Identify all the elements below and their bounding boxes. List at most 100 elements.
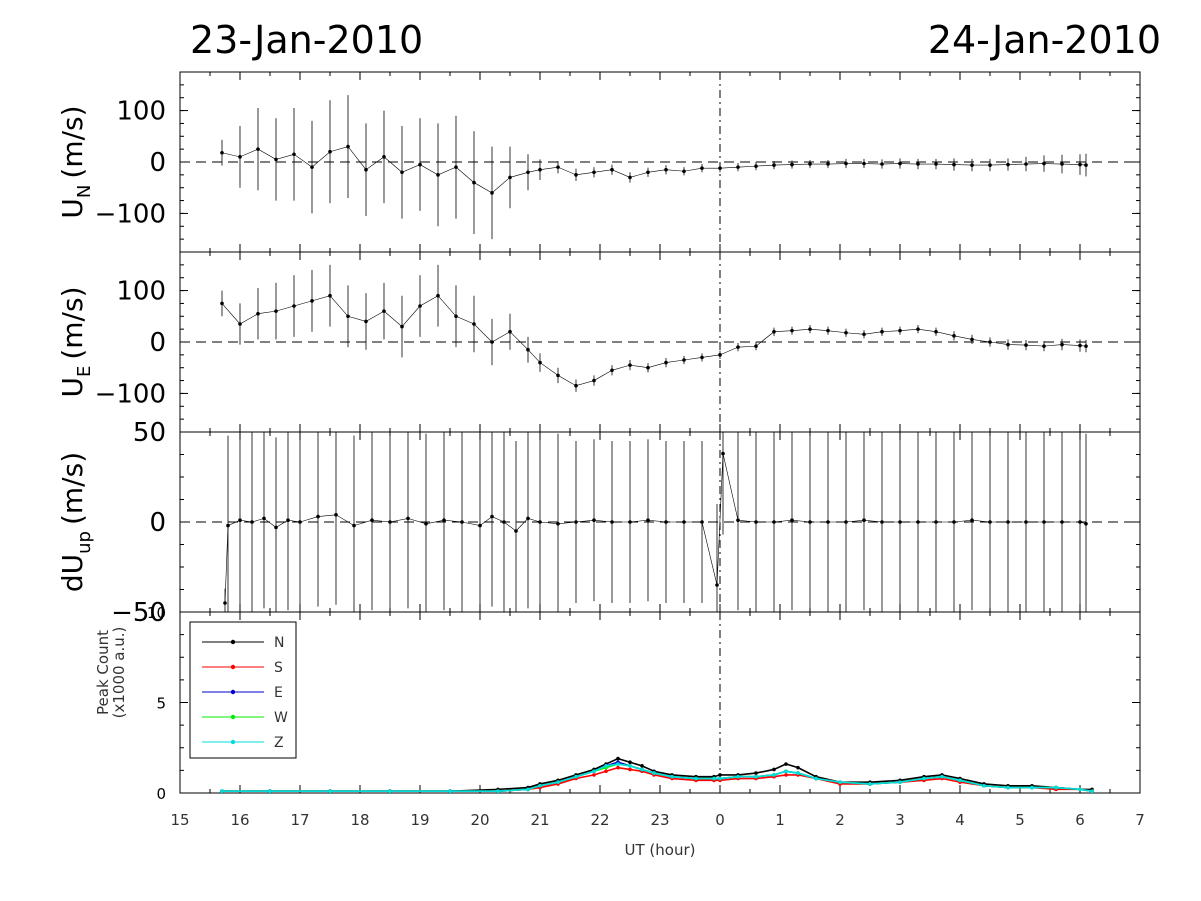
data-point (256, 311, 260, 316)
data-point (1084, 522, 1088, 526)
data-point (790, 328, 794, 333)
series-point-Z (898, 780, 902, 784)
data-point (880, 329, 884, 334)
series-point-Z (556, 780, 560, 784)
data-point (808, 162, 812, 166)
data-point (592, 170, 596, 175)
data-point (790, 162, 794, 167)
data-point (898, 161, 902, 166)
data-point (988, 340, 992, 344)
series-point-N (616, 756, 620, 761)
series-point-Z (784, 769, 788, 774)
x-tick-label: 2 (835, 811, 845, 829)
data-point (646, 518, 650, 522)
data-point (916, 162, 920, 166)
data-point (1060, 520, 1064, 524)
data-point (1006, 162, 1010, 167)
series-point-Z (328, 789, 332, 793)
data-point (715, 583, 719, 587)
series-point-Z (940, 774, 944, 779)
legend-marker-Z (230, 739, 236, 745)
data-point (790, 518, 794, 522)
data-point (490, 514, 494, 519)
series-point-Z (538, 783, 542, 788)
y-axis-label: dUup(m/s) (56, 452, 95, 592)
series-point-Z (754, 774, 758, 779)
data-point (628, 520, 632, 524)
y-axis-unit-label: (x1000 a.u.) (110, 627, 128, 719)
series-point-Z (712, 776, 716, 781)
data-point (808, 520, 812, 524)
data-point (556, 373, 560, 378)
data-point (700, 355, 704, 360)
y-tick-label: 5 (156, 695, 166, 713)
data-point (556, 522, 560, 526)
data-point (400, 170, 404, 175)
data-point (646, 170, 650, 175)
data-point (682, 358, 686, 362)
data-point (1006, 342, 1010, 347)
x-tick-label: 4 (955, 811, 965, 829)
y-tick-label: 50 (133, 418, 166, 448)
x-tick-label: 17 (290, 811, 309, 829)
series-point-S (604, 769, 608, 774)
data-point (346, 314, 350, 319)
data-point (316, 514, 320, 519)
data-point (382, 309, 386, 313)
series-point-Z (982, 783, 986, 788)
data-point (442, 518, 446, 522)
y-axis-label: UN(m/s) (56, 105, 95, 218)
data-point (220, 301, 224, 306)
data-layer (220, 756, 1094, 793)
series-point-Z (922, 776, 926, 781)
y-tick-label: 100 (116, 277, 166, 307)
data-point (352, 523, 356, 528)
data-point (862, 332, 866, 337)
series-point-N (796, 765, 800, 770)
data-point (274, 525, 278, 530)
data-point (574, 383, 578, 388)
data-trace (221, 295, 1087, 387)
series-point-S (616, 765, 620, 770)
data-point (556, 165, 560, 169)
data-layer (223, 432, 1088, 612)
data-point (436, 173, 440, 177)
data-point (1024, 520, 1028, 524)
data-point (538, 520, 542, 524)
y-tick-label: −100 (95, 379, 166, 409)
x-tick-label: 18 (350, 811, 369, 829)
data-point (988, 520, 992, 524)
data-point (826, 328, 830, 333)
data-point (754, 344, 758, 348)
series-line-N (222, 757, 1092, 792)
data-point (592, 518, 596, 522)
data-point (610, 167, 614, 172)
panel-dup: 50 0 −50 dUup(m/s) (56, 418, 1141, 628)
y-tick-label: −100 (95, 199, 166, 229)
data-point (772, 520, 776, 524)
data-point (934, 162, 938, 166)
data-point (436, 293, 440, 298)
data-point (754, 164, 758, 168)
data-point (292, 152, 296, 157)
data-point (328, 149, 332, 154)
series-point-S (784, 773, 788, 777)
data-point (328, 293, 332, 298)
date-left-label: 23-Jan-2010 (190, 18, 424, 62)
series-point-Z (496, 789, 500, 793)
data-point (454, 165, 458, 169)
legend-label-W: W (274, 710, 288, 726)
date-right-label: 24-Jan-2010 (927, 18, 1161, 62)
data-point (292, 304, 296, 308)
data-point (970, 337, 974, 342)
y-axis-label: Peak Count (94, 630, 112, 715)
series-point-S (592, 773, 596, 777)
data-point (916, 327, 920, 331)
data-point (844, 520, 848, 524)
data-point (808, 327, 812, 331)
series-point-Z (592, 769, 596, 774)
series-point-Z (1030, 785, 1034, 790)
series-point-Z (1090, 789, 1094, 793)
